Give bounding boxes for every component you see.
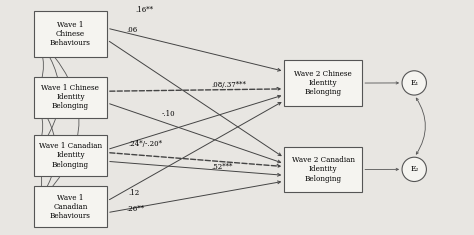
Text: .52***: .52*** [211,163,232,171]
FancyBboxPatch shape [284,60,362,106]
FancyBboxPatch shape [284,147,362,192]
Text: Wave 1 Canadian
Identity
Belonging: Wave 1 Canadian Identity Belonging [39,142,102,169]
Text: .26**: .26** [126,205,144,213]
Text: .06: .06 [126,26,137,34]
Text: .08/.37***: .08/.37*** [211,81,246,89]
Text: Wave 1
Canadian
Behaviours: Wave 1 Canadian Behaviours [50,194,91,220]
Text: Wave 1
Chinese
Behaviours: Wave 1 Chinese Behaviours [50,21,91,47]
Text: -.10: -.10 [161,110,175,118]
FancyBboxPatch shape [34,77,107,118]
Text: .16**: .16** [136,6,154,14]
FancyBboxPatch shape [34,135,107,176]
Text: Wave 1 Chinese
Identity
Belonging: Wave 1 Chinese Identity Belonging [41,84,100,110]
Text: Wave 2 Canadian
Identity
Belonging: Wave 2 Canadian Identity Belonging [292,156,355,183]
Text: .24*/-.20*: .24*/-.20* [128,140,162,148]
Text: E₂: E₂ [410,165,419,173]
Text: E₁: E₁ [410,79,419,87]
FancyBboxPatch shape [34,186,107,227]
Ellipse shape [402,71,427,95]
FancyBboxPatch shape [34,11,107,57]
Text: Wave 2 Chinese
Identity
Belonging: Wave 2 Chinese Identity Belonging [294,70,352,96]
Text: .12: .12 [128,189,139,197]
Ellipse shape [402,157,427,181]
